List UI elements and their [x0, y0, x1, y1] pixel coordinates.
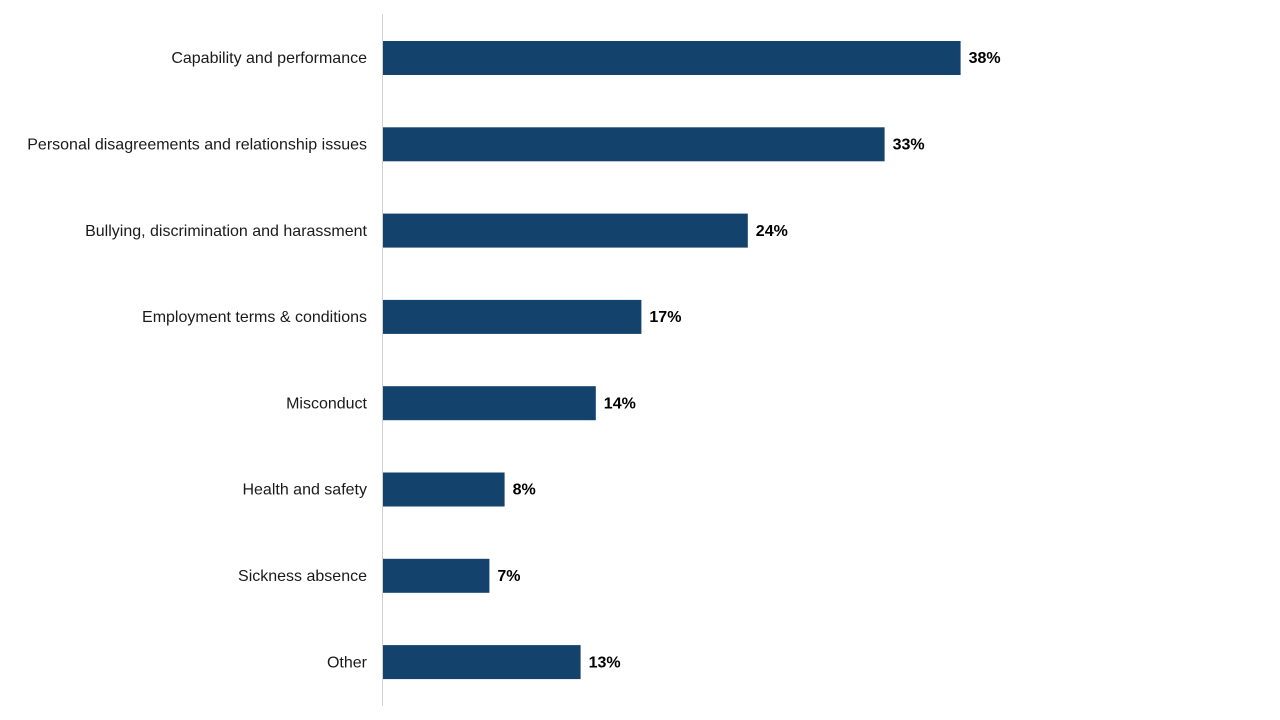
value-label: 7% [497, 568, 520, 585]
value-label: 33% [893, 137, 925, 154]
category-label: Sickness absence [238, 568, 367, 585]
bar [383, 127, 885, 162]
category-label: Bullying, discrimination and harassment [85, 223, 367, 240]
category-label: Capability and performance [171, 50, 367, 67]
value-label: 8% [513, 482, 536, 499]
value-label: 24% [756, 223, 788, 240]
category-label: Health and safety [242, 482, 367, 499]
bar [383, 645, 581, 680]
category-label: Personal disagreements and relationship … [27, 137, 367, 154]
value-label: 38% [969, 50, 1001, 67]
bar [383, 558, 490, 593]
value-label: 13% [589, 654, 621, 671]
bar [383, 386, 596, 421]
value-label: 14% [604, 395, 636, 412]
bar [383, 299, 642, 334]
bar [383, 41, 961, 75]
category-label: Employment terms & conditions [142, 309, 367, 326]
category-label: Misconduct [286, 395, 367, 412]
bar [383, 472, 505, 507]
category-label: Other [327, 654, 368, 671]
value-label: 17% [649, 309, 681, 326]
bar [383, 213, 748, 248]
